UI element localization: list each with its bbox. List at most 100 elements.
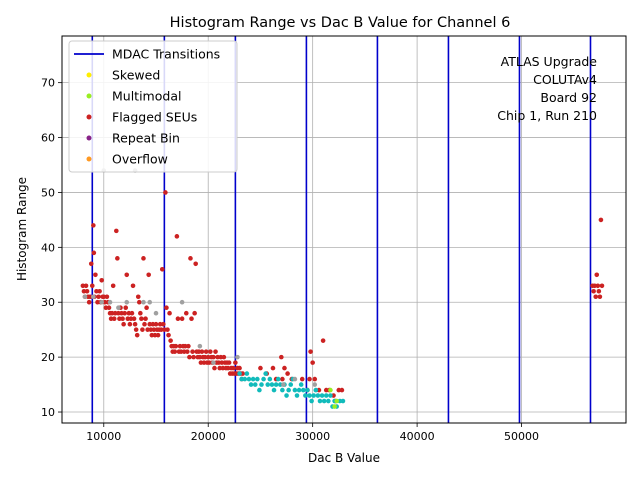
data-point [292,387,298,393]
data-point [159,266,165,272]
data-point [91,223,96,228]
data-point [172,349,178,354]
data-point [192,310,197,316]
y-tick-label: 60 [41,132,55,145]
data-point [175,316,181,322]
data-point [167,310,172,316]
x-tick-label: 10000 [86,430,121,443]
data-point [89,283,95,289]
data-point [296,387,302,393]
legend-label: Skewed [112,68,160,83]
data-point [255,376,260,382]
data-point [203,349,209,354]
data-point [307,376,312,382]
data-point [147,299,153,305]
data-point [323,393,329,398]
legend-marker-swatch [86,114,92,120]
data-point [106,305,112,311]
data-point [84,288,90,294]
data-point [122,310,127,316]
data-point [273,382,279,387]
y-tick-label: 10 [41,406,55,419]
data-point [221,354,227,360]
legend-label: Repeat Bin [112,131,180,146]
data-point [179,299,185,305]
data-point [230,365,236,371]
data-point [298,382,304,387]
data-point [271,387,277,393]
data-point [593,294,599,300]
data-point [129,310,135,316]
data-point [311,393,317,398]
data-point [211,354,216,360]
data-point [165,327,170,332]
data-point [317,398,323,404]
data-point [213,349,218,354]
data-point [97,288,102,294]
data-point [269,382,275,387]
data-point [340,398,346,404]
data-point [86,299,92,305]
data-point [188,256,193,261]
plot-area [61,35,627,424]
data-point [114,228,119,234]
data-point [187,354,192,360]
data-point [199,349,205,354]
plot-frame [61,35,627,424]
data-point [285,371,290,376]
data-point [279,354,284,360]
data-point [197,343,203,349]
data-point [299,376,305,382]
legend-label: Flagged SEUs [112,110,197,125]
data-point [173,343,179,349]
data-point [300,387,306,393]
data-point [237,371,242,376]
annotation-line: COLUTAv4 [533,72,597,87]
data-point [153,321,159,327]
data-point [91,250,97,256]
data-point [235,354,240,360]
data-point [93,272,98,278]
data-point [166,332,171,338]
data-point [208,349,213,354]
data-point [233,360,238,365]
data-point [163,190,168,195]
data-point [131,316,137,322]
data-point [591,288,596,294]
data-point [99,277,104,283]
data-point [185,349,190,354]
legend-label: Overflow [112,152,168,167]
data-point [258,365,263,371]
data-point [275,376,281,382]
data-point [140,327,145,332]
x-tick-label: 40000 [400,430,435,443]
data-point [267,376,273,382]
data-point [186,343,191,349]
data-point [315,393,321,398]
data-points [80,168,605,409]
data-point [303,393,308,398]
legend: MDAC Transitions Skewed Multimodal Flagged … [68,40,238,173]
data-point [250,376,256,382]
x-axis-ticks: 10000 20000 30000 40000 50000 [86,423,539,443]
data-point [111,316,117,322]
data-point [191,354,196,360]
data-point [280,387,285,393]
data-point [124,272,130,278]
data-point [139,316,144,322]
data-point [334,398,339,404]
data-point [332,404,337,409]
data-point [595,283,601,289]
data-point [136,299,142,305]
data-point [284,393,289,398]
legend-label: Multimodal [112,89,181,104]
data-point [326,398,331,404]
data-point [237,365,242,371]
data-point [244,371,250,376]
data-point [121,321,126,327]
legend-label: MDAC Transitions [112,47,220,62]
data-point [91,294,96,300]
data-point [193,261,198,267]
data-point [280,376,285,382]
